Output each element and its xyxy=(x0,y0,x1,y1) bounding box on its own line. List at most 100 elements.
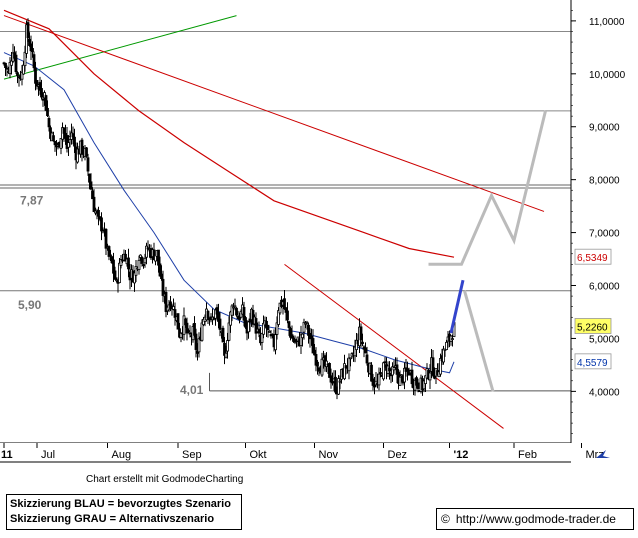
candle-body xyxy=(275,322,279,335)
legend-line-blue: Skizzierung BLAU = bevorzugtes Szenario xyxy=(10,498,231,510)
candle-body xyxy=(398,376,402,386)
x-tick-label: Sep xyxy=(182,449,202,461)
candle-body xyxy=(301,333,304,339)
candle-body xyxy=(221,327,225,343)
y-tick-label: 7,0000 xyxy=(589,229,620,240)
candle-body xyxy=(16,72,19,77)
candle-body xyxy=(62,127,66,134)
candle-body xyxy=(277,310,280,325)
y-tick-label: 11,0000 xyxy=(589,17,625,28)
candle-body xyxy=(286,310,289,321)
candle-body xyxy=(428,372,432,381)
chart-credit: Chart erstellt mit GodmodeCharting xyxy=(86,474,244,485)
scenario-grey-path xyxy=(463,290,495,392)
candle-body xyxy=(370,364,373,382)
x-tick-label: '12 xyxy=(454,449,469,461)
candle-body xyxy=(140,256,144,264)
x-axis-band xyxy=(0,443,638,463)
candle-body xyxy=(97,210,100,217)
candle-body xyxy=(172,306,175,310)
candle-body xyxy=(5,67,9,70)
candle-body xyxy=(268,331,271,333)
candle-body xyxy=(89,181,93,190)
candle-body xyxy=(359,326,363,341)
candle-body xyxy=(233,305,237,308)
candle-body xyxy=(188,332,192,335)
candle-body xyxy=(137,259,141,270)
candle-body xyxy=(35,80,39,87)
candle-body xyxy=(226,340,229,352)
copyright-icon: © xyxy=(441,512,450,526)
candle-body xyxy=(305,321,309,324)
trend-line xyxy=(3,15,545,212)
price-badge-label: 6,5349 xyxy=(577,253,608,264)
candle-body xyxy=(208,317,211,321)
support-levels: 7,87 5,90 4,01 xyxy=(0,184,571,397)
candle-body xyxy=(41,98,45,101)
x-tick-label: Okt xyxy=(250,449,267,461)
candle-body xyxy=(124,253,127,262)
candle-body xyxy=(52,135,55,142)
candle-body xyxy=(347,357,351,372)
trend-lines xyxy=(3,15,545,429)
candle-body xyxy=(86,157,90,172)
candle-body xyxy=(92,196,96,213)
candle-body xyxy=(88,173,91,183)
candle-body xyxy=(160,273,163,280)
x-tick-label: Nov xyxy=(319,449,339,461)
sma-red-line xyxy=(3,9,455,258)
candle-body xyxy=(334,376,337,393)
candle-body xyxy=(200,322,204,341)
candle-body xyxy=(173,309,177,318)
candle-body xyxy=(227,322,231,341)
candle-body xyxy=(194,333,198,350)
candle-body xyxy=(338,380,342,383)
candle-body xyxy=(32,54,36,69)
candle-body xyxy=(193,323,196,336)
price-badge-box xyxy=(574,353,612,370)
candle-body xyxy=(274,334,277,351)
candle-body xyxy=(185,322,189,334)
candle-body xyxy=(76,148,79,163)
candle-body xyxy=(152,249,156,261)
candle-body xyxy=(260,333,264,343)
candle-body xyxy=(383,361,387,364)
arrow-icon xyxy=(596,450,610,458)
candle-body xyxy=(109,254,112,257)
scenario-blue-path xyxy=(449,279,465,334)
candle-body xyxy=(262,322,265,335)
candle-body xyxy=(67,142,70,148)
scenario-sketch xyxy=(428,110,547,392)
candle-body xyxy=(379,372,382,374)
level-label: 4,01 xyxy=(180,383,204,397)
candle-body xyxy=(10,60,13,66)
level-label: 5,90 xyxy=(18,298,42,312)
candle-body xyxy=(314,354,318,366)
candle-body xyxy=(164,291,168,312)
x-tick-label: Dez xyxy=(388,449,408,461)
candle-body xyxy=(388,367,391,372)
candle-body xyxy=(26,22,30,39)
candle-body xyxy=(113,270,117,280)
axes: 11,0000 10,0000 9,0000 8,0000 7,0000 6,0000 5,… xyxy=(0,0,638,463)
candle-body xyxy=(218,318,222,330)
candle-body xyxy=(20,71,24,80)
source-url[interactable]: © http://www.godmode-trader.de xyxy=(436,508,634,530)
gridlines xyxy=(0,30,571,112)
candle-body xyxy=(364,347,367,354)
x-tick-label: Feb xyxy=(518,449,537,461)
candle-body xyxy=(224,352,228,358)
candle-body xyxy=(206,310,210,319)
x-tick-label: Aug xyxy=(112,449,132,461)
candle-body xyxy=(287,321,291,328)
candle-body xyxy=(382,362,385,380)
candle-body xyxy=(118,262,121,284)
candle-body xyxy=(59,138,63,149)
candle-body xyxy=(161,278,165,296)
candle-body xyxy=(266,324,270,331)
candle-body xyxy=(176,313,180,330)
candle-body xyxy=(157,249,160,266)
candle-body xyxy=(127,257,130,270)
url-text: http://www.godmode-trader.de xyxy=(455,512,616,526)
